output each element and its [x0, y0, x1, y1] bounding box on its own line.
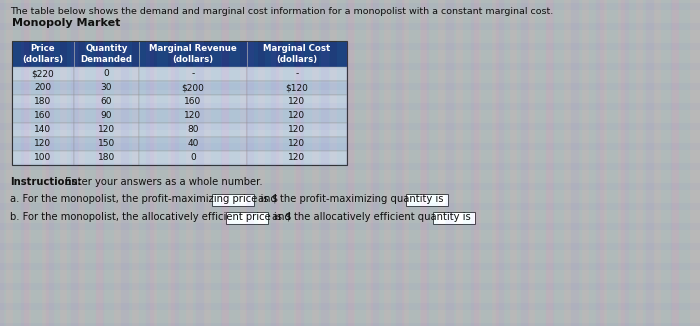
Text: 120: 120 — [34, 140, 52, 149]
Text: 40: 40 — [188, 140, 199, 149]
Text: 120: 120 — [288, 154, 306, 162]
Text: $200: $200 — [181, 83, 204, 93]
Bar — [139, 123, 247, 137]
Bar — [74, 81, 139, 95]
Bar — [12, 41, 74, 67]
Text: Enter your answers as a whole number.: Enter your answers as a whole number. — [62, 177, 262, 187]
Bar — [74, 123, 139, 137]
Text: 0: 0 — [190, 154, 196, 162]
Bar — [12, 109, 74, 123]
Bar — [247, 41, 347, 67]
Text: Marginal Revenue
(dollars): Marginal Revenue (dollars) — [149, 44, 237, 64]
Text: $220: $220 — [32, 69, 55, 79]
Bar — [139, 151, 247, 165]
Bar — [74, 151, 139, 165]
Text: Price
(dollars): Price (dollars) — [22, 44, 64, 64]
Bar — [139, 137, 247, 151]
Bar — [247, 95, 347, 109]
Bar — [139, 95, 247, 109]
Bar — [247, 151, 347, 165]
Bar — [212, 194, 254, 206]
Bar — [247, 109, 347, 123]
Text: 180: 180 — [98, 154, 115, 162]
Text: Monopoly Market: Monopoly Market — [12, 18, 120, 28]
Bar — [247, 123, 347, 137]
Bar — [247, 81, 347, 95]
Bar — [139, 67, 247, 81]
Bar — [12, 41, 347, 165]
Text: The table below shows the demand and marginal cost information for a monopolist : The table below shows the demand and mar… — [10, 7, 553, 16]
Text: and the profit-maximizing quantity is: and the profit-maximizing quantity is — [258, 194, 444, 204]
Text: a. For the monopolist, the profit-maximizing price is $: a. For the monopolist, the profit-maximi… — [10, 194, 279, 204]
Text: Marginal Cost
(dollars): Marginal Cost (dollars) — [263, 44, 330, 64]
Bar — [139, 109, 247, 123]
Text: Instructions:: Instructions: — [10, 177, 81, 187]
Bar — [12, 95, 74, 109]
Bar — [226, 212, 268, 224]
Text: 180: 180 — [34, 97, 52, 107]
Bar — [139, 41, 247, 67]
Bar — [12, 123, 74, 137]
Bar — [74, 137, 139, 151]
Text: -: - — [295, 69, 299, 79]
Text: b. For the monopolist, the allocatively efficient price is $: b. For the monopolist, the allocatively … — [10, 212, 292, 222]
Text: 200: 200 — [34, 83, 52, 93]
Text: $120: $120 — [286, 83, 309, 93]
Bar — [12, 81, 74, 95]
Text: 120: 120 — [288, 97, 306, 107]
Bar — [12, 67, 74, 81]
Text: 90: 90 — [101, 111, 112, 121]
Bar — [74, 95, 139, 109]
Text: 100: 100 — [34, 154, 52, 162]
Bar — [433, 212, 475, 224]
Text: 120: 120 — [288, 140, 306, 149]
Text: 120: 120 — [288, 111, 306, 121]
Text: 120: 120 — [184, 111, 202, 121]
Bar — [74, 67, 139, 81]
Bar — [74, 41, 139, 67]
Text: 60: 60 — [101, 97, 112, 107]
Text: 0: 0 — [104, 69, 109, 79]
Bar — [12, 151, 74, 165]
Text: 140: 140 — [34, 126, 52, 135]
Text: 120: 120 — [288, 126, 306, 135]
Text: 80: 80 — [188, 126, 199, 135]
Text: Quantity
Demanded: Quantity Demanded — [80, 44, 132, 64]
Text: 30: 30 — [101, 83, 112, 93]
Bar — [74, 109, 139, 123]
Text: 120: 120 — [98, 126, 115, 135]
Text: and the allocatively efficient quantity is: and the allocatively efficient quantity … — [272, 212, 470, 222]
Text: 150: 150 — [98, 140, 115, 149]
Bar — [247, 137, 347, 151]
Text: 160: 160 — [184, 97, 202, 107]
Bar — [247, 67, 347, 81]
Text: 160: 160 — [34, 111, 52, 121]
Bar — [12, 137, 74, 151]
Bar — [406, 194, 448, 206]
Bar — [139, 81, 247, 95]
Text: -: - — [191, 69, 195, 79]
